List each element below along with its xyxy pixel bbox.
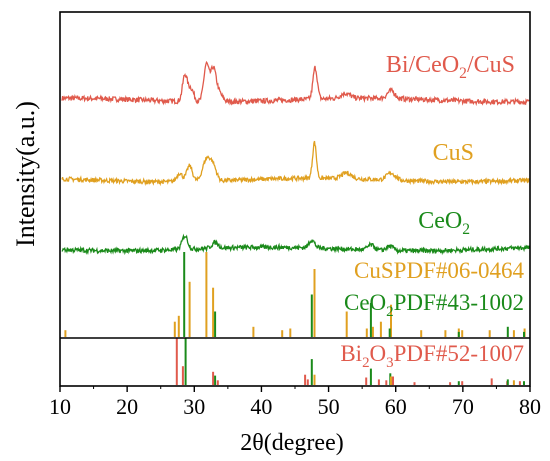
x-tick-label-0: 10 (49, 394, 71, 419)
x-tick-label-7: 80 (519, 394, 541, 419)
ref-label-0: CuSPDF#06-0464 (354, 258, 524, 283)
series-labels: Bi/CeO2/CuS CuS CeO2 CuSPDF#06-0464 CeO2PDF#… (340, 52, 524, 371)
series-line-1 (61, 140, 530, 187)
series-label-2: CeO2 (418, 208, 470, 238)
x-axis-label: 2θ(degree) (240, 430, 343, 456)
x-tick-label-6: 70 (452, 394, 474, 419)
series-label-1: CuS (433, 140, 474, 166)
x-axis-ticks: 10 20 30 40 50 60 70 80 (49, 386, 541, 419)
x-tick-label-1: 20 (116, 394, 138, 419)
x-tick-label-5: 60 (385, 394, 407, 419)
ref-label-1: CeO2PDF#43-1002 (344, 290, 524, 320)
reference-pattern-layer (64, 252, 526, 385)
ref-label-2: Bi2O3PDF#52-1007 (340, 341, 524, 371)
series-line-2 (61, 233, 530, 256)
y-axis-label: Intensity(a.u.) (11, 101, 40, 247)
series-label-0: Bi/CeO2/CuS (386, 52, 515, 82)
series-line-0 (61, 60, 530, 107)
data-layer (61, 60, 530, 256)
x-tick-label-3: 40 (250, 394, 272, 419)
x-tick-label-2: 30 (183, 394, 205, 419)
x-tick-label-4: 50 (318, 394, 340, 419)
